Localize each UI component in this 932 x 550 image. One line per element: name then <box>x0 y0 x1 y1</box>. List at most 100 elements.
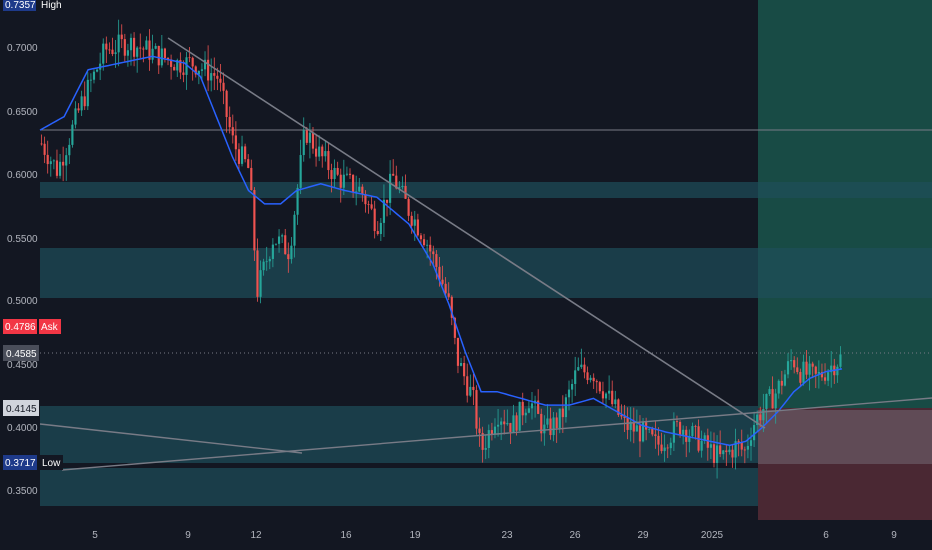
candle-body[interactable] <box>200 69 204 71</box>
candle-body[interactable] <box>654 434 657 436</box>
candle-body[interactable] <box>657 435 660 445</box>
candle-body[interactable] <box>352 174 355 193</box>
candle-body[interactable] <box>703 435 706 441</box>
candle-body[interactable] <box>65 155 68 166</box>
candle-body[interactable] <box>287 254 290 260</box>
candle-body[interactable] <box>490 430 493 435</box>
candle-body[interactable] <box>722 450 725 455</box>
candle-body[interactable] <box>173 66 176 71</box>
candle-body[interactable] <box>163 48 167 58</box>
candle-body[interactable] <box>185 57 188 75</box>
candle-body[interactable] <box>500 421 503 425</box>
candle-body[interactable] <box>219 78 222 83</box>
candle-body[interactable] <box>55 160 59 176</box>
candle-body[interactable] <box>712 444 716 463</box>
candle-body[interactable] <box>133 37 136 57</box>
candle-body[interactable] <box>435 254 438 267</box>
candle-body[interactable] <box>299 155 302 188</box>
descending-trendline[interactable] <box>167 37 766 429</box>
candle-body[interactable] <box>746 445 749 450</box>
candle-body[interactable] <box>700 440 703 451</box>
candle-body[interactable] <box>240 146 244 164</box>
candle-body[interactable] <box>176 60 179 71</box>
candle-body[interactable] <box>820 371 824 378</box>
candle-body[interactable] <box>469 386 472 396</box>
candle-body[interactable] <box>308 132 311 143</box>
candle-body[interactable] <box>86 79 89 107</box>
candle-body[interactable] <box>651 428 654 435</box>
candle-body[interactable] <box>151 48 154 60</box>
candle-body[interactable] <box>635 425 638 432</box>
candle-body[interactable] <box>509 423 512 432</box>
candle-body[interactable] <box>271 244 274 259</box>
candle-body[interactable] <box>203 59 207 70</box>
candle-body[interactable] <box>154 45 157 49</box>
candle-body[interactable] <box>136 47 139 57</box>
candle-body[interactable] <box>632 421 635 432</box>
candle-body[interactable] <box>293 214 296 246</box>
short-trendline[interactable] <box>39 423 303 454</box>
candle-body[interactable] <box>506 423 509 425</box>
candle-body[interactable] <box>608 390 611 394</box>
candle-body[interactable] <box>361 186 364 194</box>
level-price-tag[interactable]: 0.4145 <box>3 400 39 416</box>
candle-body[interactable] <box>250 167 253 191</box>
candle-body[interactable] <box>373 208 376 232</box>
candle-body[interactable] <box>796 367 799 373</box>
candle-body[interactable] <box>478 428 481 433</box>
candle-body[interactable] <box>561 408 564 418</box>
candle-body[interactable] <box>839 354 842 367</box>
candle-body[interactable] <box>179 60 182 73</box>
candle-body[interactable] <box>256 250 259 297</box>
candle-body[interactable] <box>675 421 679 423</box>
candle-body[interactable] <box>129 37 133 51</box>
candle-body[interactable] <box>234 135 237 150</box>
candle-body[interactable] <box>265 261 268 263</box>
candle-body[interactable] <box>493 426 497 435</box>
candle-body[interactable] <box>342 174 345 188</box>
candle-body[interactable] <box>836 366 839 376</box>
candle-body[interactable] <box>786 361 790 375</box>
candle-body[interactable] <box>194 66 197 75</box>
candle-body[interactable] <box>552 417 555 436</box>
candle-body[interactable] <box>830 365 833 373</box>
target-zone[interactable] <box>758 0 932 408</box>
candle-body[interactable] <box>577 367 580 371</box>
candle-body[interactable] <box>740 442 743 450</box>
candle-body[interactable] <box>481 432 484 450</box>
candle-body[interactable] <box>302 130 305 156</box>
candle-body[interactable] <box>364 193 367 205</box>
ascending-trendline[interactable] <box>61 397 932 471</box>
candle-body[interactable] <box>111 49 114 55</box>
candle-body[interactable] <box>475 390 478 429</box>
candle-body[interactable] <box>537 400 540 414</box>
candle-body[interactable] <box>114 52 117 55</box>
candle-body[interactable] <box>120 34 123 40</box>
candle-body[interactable] <box>80 96 83 111</box>
candle-body[interactable] <box>379 222 382 235</box>
candle-body[interactable] <box>244 146 247 160</box>
candle-body[interactable] <box>598 382 601 392</box>
candle-body[interactable] <box>43 143 46 155</box>
candle-body[interactable] <box>274 243 278 245</box>
candle-body[interactable] <box>105 43 108 50</box>
candle-body[interactable] <box>484 447 487 450</box>
candle-body[interactable] <box>629 421 632 430</box>
candle-body[interactable] <box>466 376 469 396</box>
last-price-tag[interactable]: 0.4585 <box>3 345 39 361</box>
candle-body[interactable] <box>604 393 608 399</box>
candle-body[interactable] <box>586 372 589 381</box>
candle-body[interactable] <box>407 198 410 216</box>
candle-body[interactable] <box>370 204 373 209</box>
candle-body[interactable] <box>268 258 271 262</box>
candle-body[interactable] <box>401 185 404 188</box>
candle-body[interactable] <box>392 173 395 176</box>
candle-body[interactable] <box>546 418 549 425</box>
candle-body[interactable] <box>126 50 129 56</box>
candle-body[interactable] <box>580 364 583 368</box>
candle-body[interactable] <box>207 59 210 81</box>
candle-body[interactable] <box>574 370 577 384</box>
x-axis[interactable]: 5 9 12 16 19 23 26 29 2025 6 9 <box>0 520 932 550</box>
candle-body[interactable] <box>336 167 339 175</box>
candle-body[interactable] <box>382 199 386 223</box>
